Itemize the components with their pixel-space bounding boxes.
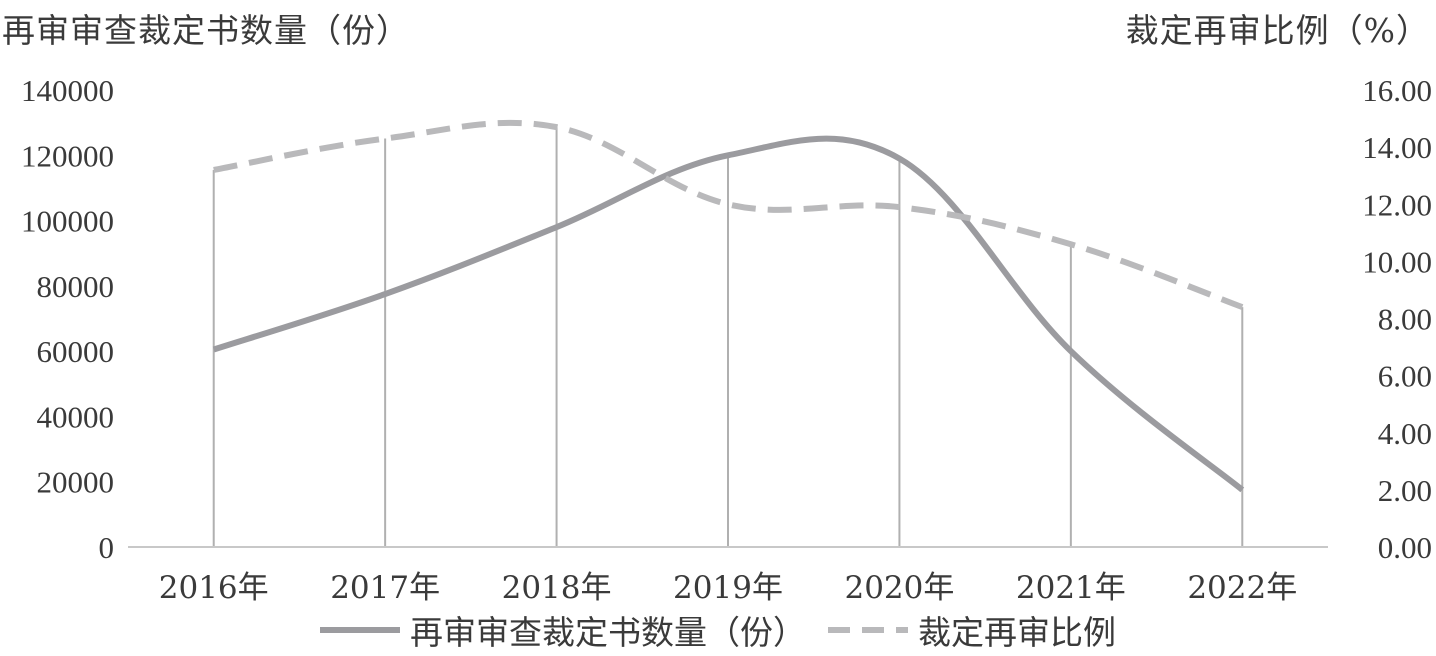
left-tick-label: 140000 <box>21 73 114 108</box>
right-axis-ticks: 0.00 2.00 4.00 6.00 8.00 10.00 12.00 14.00 16.00 <box>1362 73 1432 565</box>
x-tick-label: 2017年 <box>330 570 440 606</box>
right-tick-label: 16.00 <box>1362 73 1432 108</box>
right-tick-label: 12.00 <box>1362 187 1432 222</box>
x-tick-label: 2021年 <box>1016 570 1126 606</box>
right-tick-label: 14.00 <box>1362 130 1432 165</box>
left-tick-label: 120000 <box>21 138 114 173</box>
x-tick-label: 2019年 <box>673 570 783 606</box>
right-tick-label: 2.00 <box>1378 473 1432 508</box>
left-axis-ticks: 0 20000 40000 60000 80000 100000 120000 140000 <box>21 73 114 565</box>
left-tick-label: 60000 <box>37 334 115 369</box>
right-axis-title: 裁定再审比例（%） <box>1125 11 1430 50</box>
legend: 再审审查裁定书数量（份） 裁定再审比例 <box>0 608 1436 652</box>
left-tick-label: 0 <box>99 530 115 565</box>
legend-item-count: 再审审查裁定书数量（份） <box>320 606 806 654</box>
legend-item-ratio: 裁定再审比例 <box>828 606 1116 654</box>
x-axis-ticks: 2016年 2017年 2018年 2019年 2020年 2021年 2022年 <box>159 570 1297 606</box>
series-lines <box>212 119 1245 493</box>
legend-dashed-line-swatch <box>828 627 908 633</box>
right-tick-label: 8.00 <box>1378 302 1432 337</box>
right-tick-label: 4.00 <box>1378 416 1432 451</box>
legend-label-count: 再审审查裁定书数量（份） <box>410 613 806 652</box>
series-line-count <box>212 135 1245 493</box>
left-tick-label: 80000 <box>37 269 115 304</box>
series-line-ratio <box>213 119 1244 310</box>
left-axis-title: 再审审查裁定书数量（份） <box>2 11 410 50</box>
legend-solid-line-swatch <box>320 627 400 633</box>
line-chart: 020000400006000080000100000120000140000 … <box>21 73 1432 606</box>
drop-lines <box>212 127 1244 547</box>
right-tick-label: 0.00 <box>1378 530 1432 565</box>
x-tick-label: 2016年 <box>159 570 269 606</box>
left-tick-label: 20000 <box>37 465 115 500</box>
x-tick-label: 2022年 <box>1187 570 1297 606</box>
left-tick-label: 100000 <box>21 204 114 239</box>
x-tick-label: 2020年 <box>844 570 954 606</box>
x-tick-label: 2018年 <box>502 570 612 606</box>
right-tick-label: 6.00 <box>1378 359 1432 394</box>
legend-label-ratio: 裁定再审比例 <box>918 613 1116 652</box>
left-tick-label: 40000 <box>37 399 115 434</box>
right-tick-label: 10.00 <box>1362 244 1432 279</box>
